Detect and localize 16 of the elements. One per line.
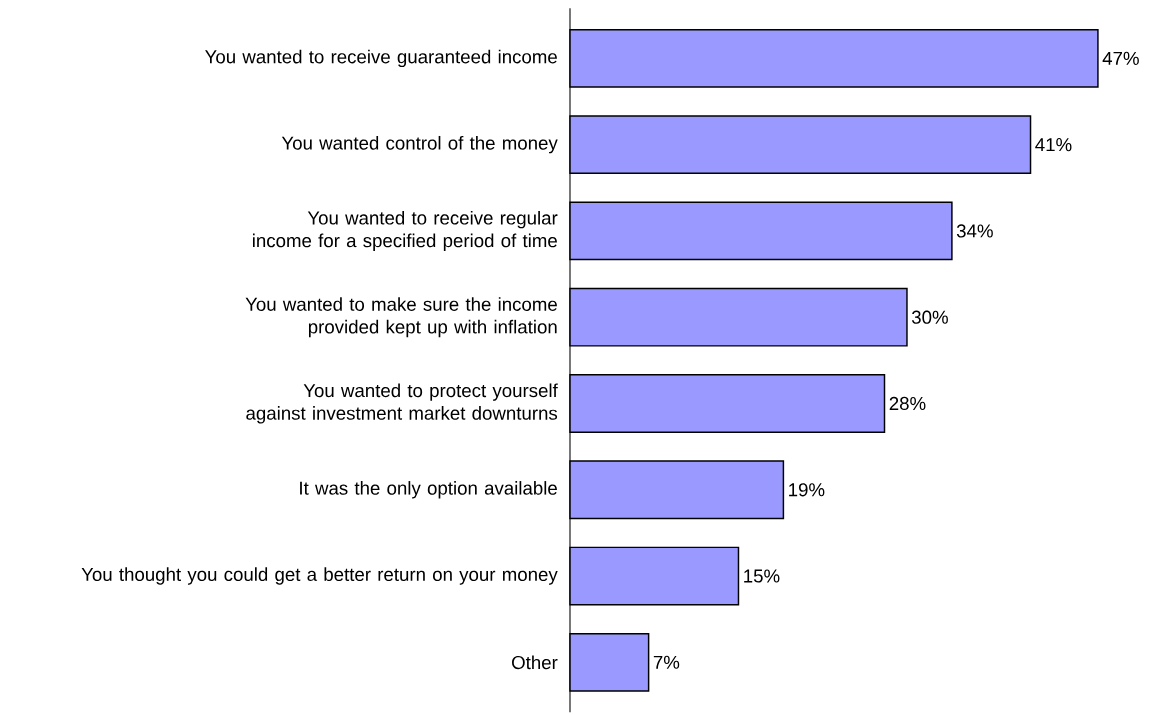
y-tick-label: You wanted control of the money <box>281 135 558 154</box>
data-label: 41% <box>1035 138 1072 152</box>
data-label: 7% <box>653 655 680 669</box>
y-tick-label: It was the only option available <box>300 481 557 499</box>
data-label: 34% <box>956 224 993 238</box>
data-label: 47% <box>1102 51 1139 65</box>
y-tick-label: You wanted to receive guaranteed income <box>205 49 557 68</box>
y-tick-label: Other <box>512 655 558 670</box>
data-label: 19% <box>789 483 825 497</box>
y-tick-label: You wanted to receive regular income for a specified period of time <box>253 210 558 251</box>
data-label: 30% <box>911 310 948 324</box>
data-label: 28% <box>889 396 926 411</box>
data-label: 15% <box>744 569 780 583</box>
y-tick-label: You wanted to protect yourself against investment market downturns <box>246 383 558 424</box>
y-tick-label: You wanted to make sure the income provided kept up with inflation <box>245 297 557 338</box>
y-tick-label: You thought you could get a better return on your money <box>81 567 558 585</box>
